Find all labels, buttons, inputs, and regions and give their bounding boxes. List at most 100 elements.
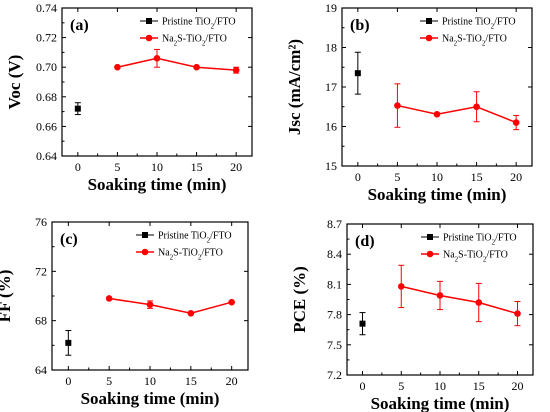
legend-text-part: /FTO xyxy=(205,34,227,45)
legend-text-part: Pristine TiO xyxy=(442,17,491,28)
data-point-square xyxy=(354,70,361,77)
legend-marker-treated xyxy=(141,248,149,256)
legend-text-part: /FTO xyxy=(495,233,517,244)
y-axis-label: FF (%) xyxy=(0,270,14,323)
legend-marker-pristine xyxy=(427,234,433,240)
series-line-2 xyxy=(109,297,232,315)
data-point-circle xyxy=(475,299,483,306)
x-axis-label: Soaking time (min) xyxy=(371,394,510,412)
legend-subscript: 2 xyxy=(202,40,206,48)
y-tick-label: 19 xyxy=(325,1,337,15)
data-point-square xyxy=(65,339,72,346)
x-tick-label: 0 xyxy=(65,374,71,388)
data-point-circle xyxy=(153,55,161,62)
y-tick-label: 8.7 xyxy=(327,217,342,231)
panel-label: (d) xyxy=(355,233,375,250)
x-tick-label: 5 xyxy=(114,160,120,174)
legend-marker-treated xyxy=(425,34,433,42)
legend-label-pristine: Pristine TiO2/FTO xyxy=(443,233,517,247)
x-tick-label: 20 xyxy=(512,379,524,393)
x-tick-label: 5 xyxy=(398,379,404,393)
legend-label-treated: Na2S-TiO2/FTO xyxy=(442,34,507,48)
legend-text-part: Na xyxy=(162,34,174,45)
data-point-circle xyxy=(436,292,444,299)
y-tick-label: 64 xyxy=(35,363,47,377)
legend-text-part: Pristine TiO xyxy=(158,231,207,242)
legend-subscript: 2 xyxy=(207,237,211,245)
x-tick-label: 5 xyxy=(106,374,112,388)
legend-label-pristine: Pristine TiO2/FTO xyxy=(162,17,236,31)
y-axis-label: Jsc (mA/cm²) xyxy=(285,39,304,135)
legend-subscript: 2 xyxy=(483,256,487,264)
y-axis-label: PCE (%) xyxy=(290,266,309,333)
data-point-circle xyxy=(146,301,154,308)
y-tick-label: 0.64 xyxy=(36,149,57,163)
data-point-circle xyxy=(394,102,401,109)
legend-subscript: 2 xyxy=(492,239,496,247)
legend-text-part: S-TiO xyxy=(457,34,482,45)
legend-subscript: 2 xyxy=(198,254,202,262)
plot-frame xyxy=(341,7,533,167)
data-point-circle xyxy=(114,63,121,71)
legend-label-pristine: Pristine TiO2/FTO xyxy=(158,231,232,245)
x-tick-label: 0 xyxy=(360,379,366,393)
x-tick-label: 5 xyxy=(394,170,400,184)
y-tick-label: 8.1 xyxy=(327,277,342,291)
x-tick-label: 10 xyxy=(144,374,156,388)
x-tick-label: 20 xyxy=(226,374,238,388)
legend-label-treated: Na2S-TiO2/FTO xyxy=(158,248,223,262)
x-tick-label: 0 xyxy=(75,160,81,174)
legend-text-part: S-TiO xyxy=(458,250,483,261)
plot-frame xyxy=(61,7,253,157)
legend-subscript: 2 xyxy=(455,256,459,264)
series-line-2 xyxy=(117,57,237,71)
y-tick-label: 76 xyxy=(35,215,47,229)
legend-text-part: S-TiO xyxy=(173,248,198,259)
chart-panel-1: 0.64 0.66 0.68 0.70 0.72 0.74 0 5 10 15 20Soaking … xyxy=(5,1,253,194)
legend-marker-treated xyxy=(426,250,434,258)
x-tick-label: 10 xyxy=(151,160,163,174)
legend-label-pristine: Pristine TiO2/FTO xyxy=(442,17,516,31)
y-tick-label: 0.74 xyxy=(36,1,57,15)
y-tick-label: 0.72 xyxy=(36,31,57,45)
legend-subscript: 2 xyxy=(491,23,495,31)
x-tick-label: 15 xyxy=(191,160,203,174)
legend-subscript: 2 xyxy=(454,40,458,48)
y-tick-label: 0.68 xyxy=(36,90,57,104)
legend-label-treated: Na2S-TiO2/FTO xyxy=(162,34,227,48)
x-axis-label: Soaking time (min) xyxy=(368,185,507,204)
legend-label-treated: Na2S-TiO2/FTO xyxy=(443,250,508,264)
legend-marker-pristine xyxy=(426,18,432,24)
legend-text-part: /FTO xyxy=(201,248,223,259)
plot-frame xyxy=(51,221,249,371)
x-tick-label: 0 xyxy=(355,170,361,184)
data-point-circle xyxy=(232,66,240,74)
y-tick-label: 18 xyxy=(325,41,337,55)
y-tick-label: 17 xyxy=(325,80,337,94)
legend-text-part: /FTO xyxy=(210,231,232,242)
legend-text-part: /FTO xyxy=(485,34,507,45)
y-axis-label: Voc (V) xyxy=(5,55,24,110)
data-point-square xyxy=(74,105,81,112)
legend-text-part: S-TiO xyxy=(177,34,202,45)
y-tick-label: 7.5 xyxy=(327,338,342,352)
data-point-circle xyxy=(105,295,113,302)
y-tick-label: 8.4 xyxy=(327,247,342,261)
series-line-2 xyxy=(401,285,518,315)
x-axis-label: Soaking time (min) xyxy=(81,389,220,408)
legend-text-part: Na xyxy=(158,248,170,259)
x-tick-label: 10 xyxy=(434,379,446,393)
data-point-circle xyxy=(228,298,235,306)
x-tick-label: 15 xyxy=(473,379,485,393)
data-point-circle xyxy=(193,63,200,71)
legend-marker-pristine xyxy=(146,18,152,24)
chart-panel-3: 64 68 72 76 0 5 10 15 20 Soaking time (min) FF (%)… xyxy=(0,215,249,408)
x-tick-label: 20 xyxy=(230,160,242,174)
y-tick-label: 72 xyxy=(35,264,47,278)
y-tick-label: 15 xyxy=(325,159,337,173)
y-tick-label: 16 xyxy=(325,120,337,134)
legend-text-part: /FTO xyxy=(494,17,516,28)
legend-text-part: /FTO xyxy=(214,17,236,28)
